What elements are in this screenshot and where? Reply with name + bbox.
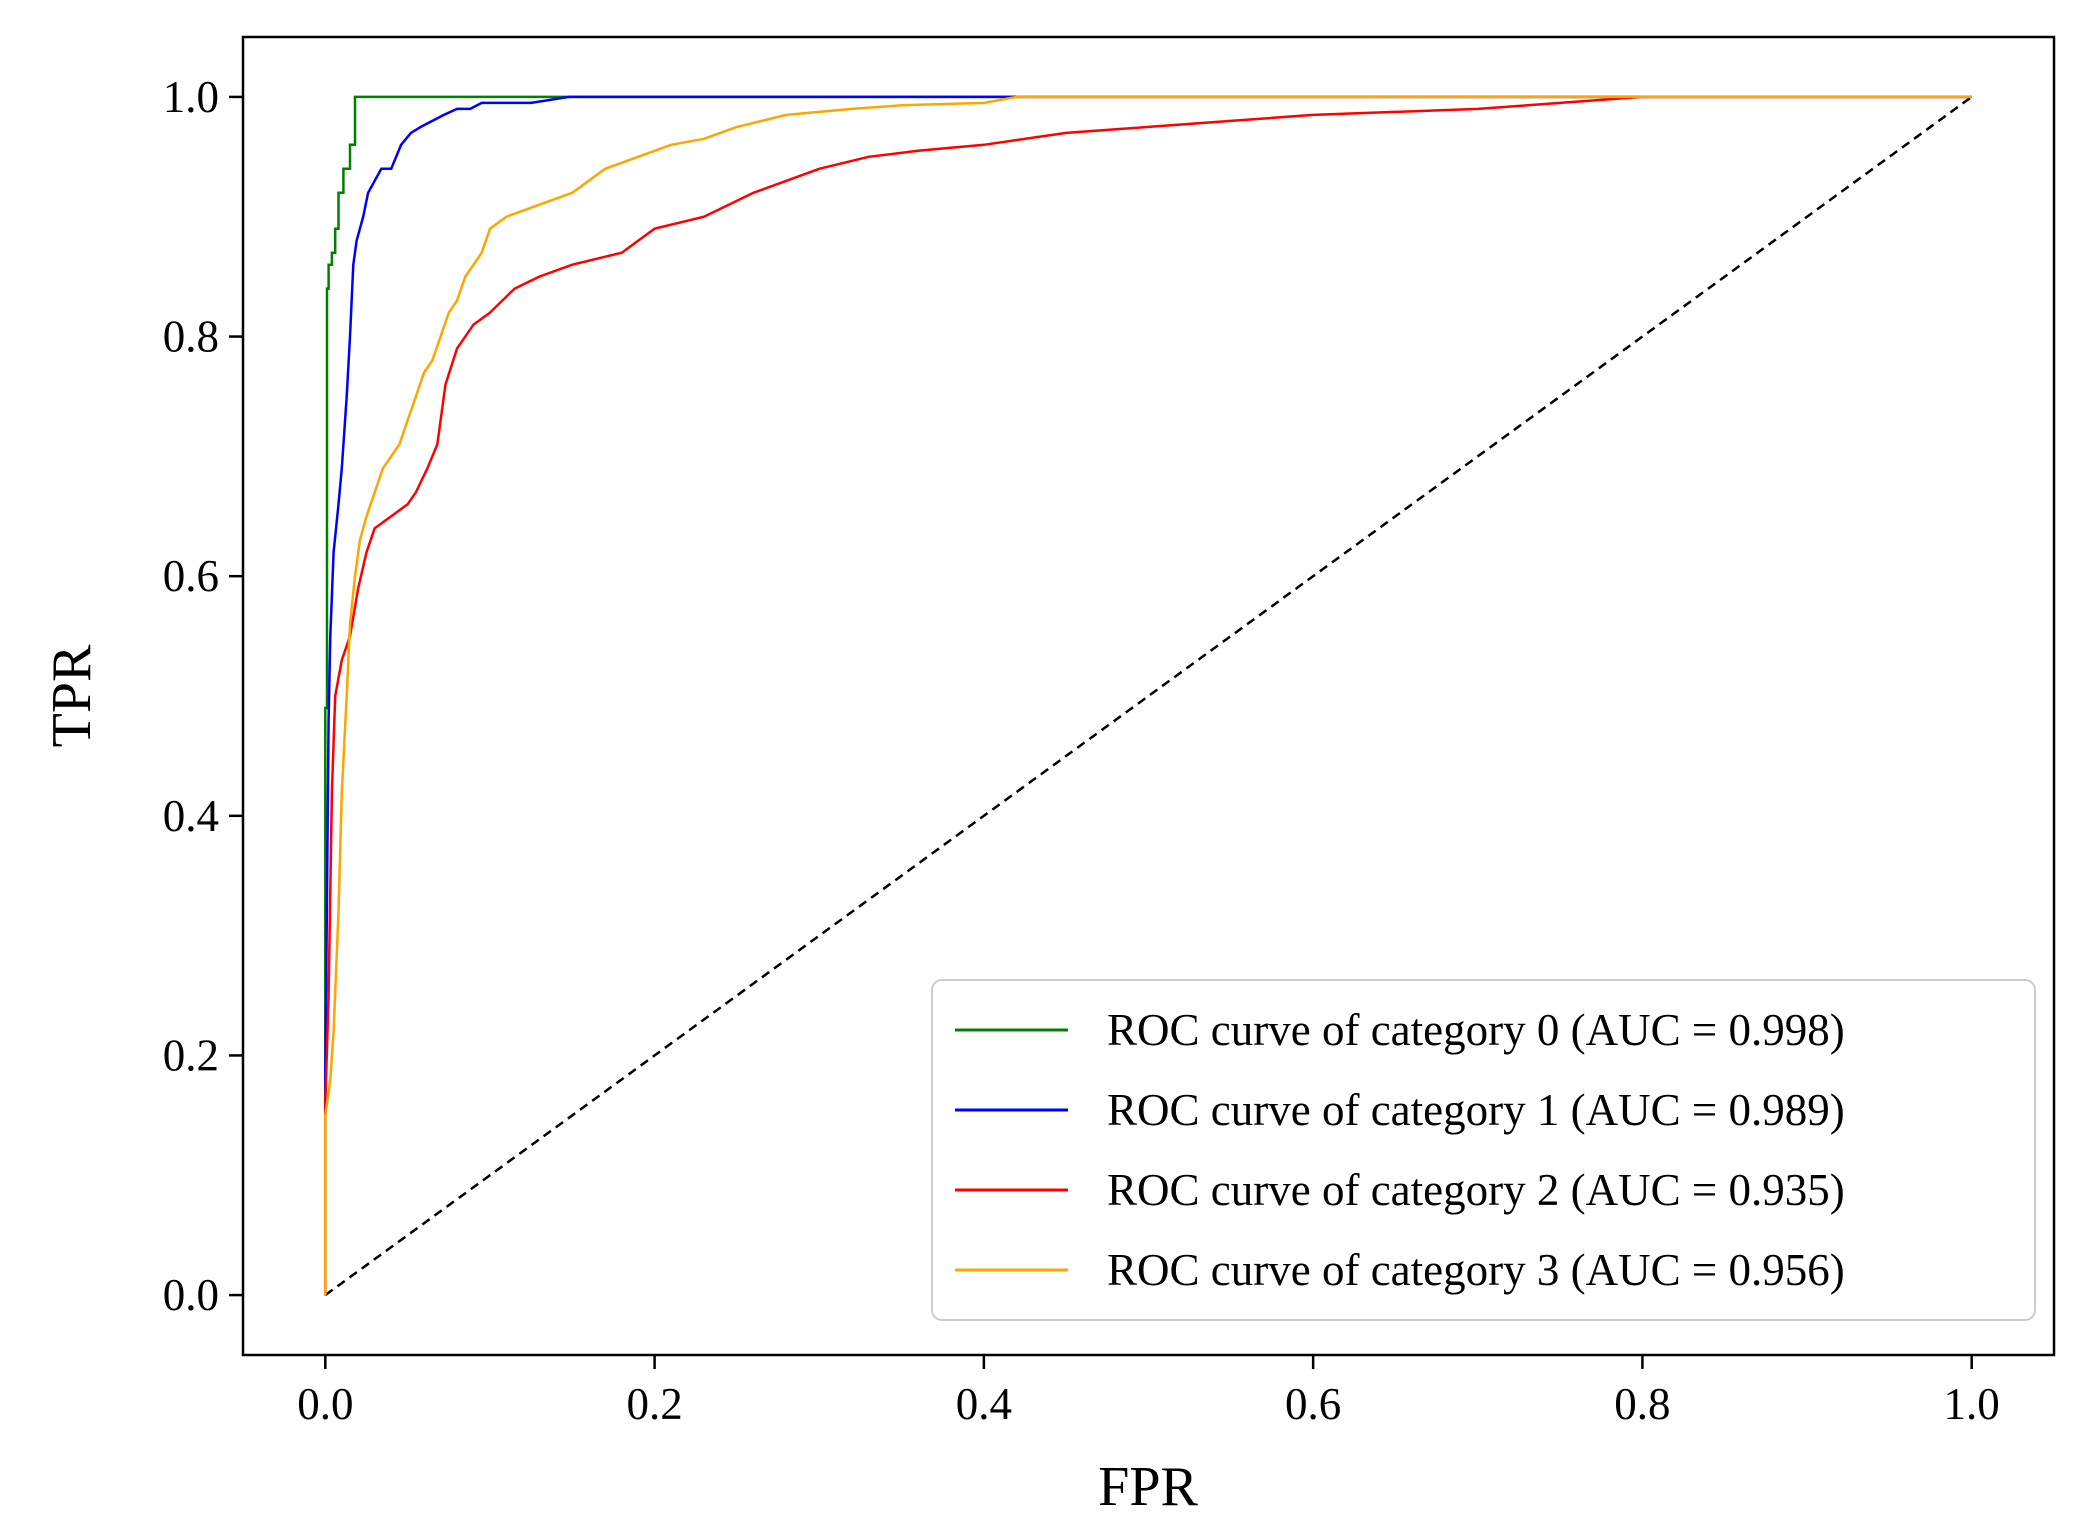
x-axis: 0.0 0.2 0.4 0.6 0.8 1.0 [297, 1355, 2000, 1429]
x-tick-label: 0.4 [956, 1379, 1012, 1429]
y-axis-title: TPR [41, 644, 103, 747]
x-tick-label: 0.6 [1285, 1379, 1341, 1429]
y-tick-label: 0.0 [163, 1270, 219, 1320]
roc-series-3 [324, 95, 1972, 1296]
legend-label-2: ROC curve of category 2 (AUC = 0.935) [1107, 1165, 1845, 1215]
y-tick-label: 0.6 [163, 551, 219, 601]
axes-frame [241, 35, 2056, 1357]
y-axis: 0.0 0.2 0.4 0.6 0.8 1.0 [163, 72, 243, 1320]
legend-label-1: ROC curve of category 1 (AUC = 0.989) [1107, 1085, 1845, 1135]
roc-series-0 [324, 95, 1972, 1296]
roc-series-1 [324, 95, 1972, 1296]
x-tick-label: 0.8 [1614, 1379, 1670, 1429]
legend-box [931, 979, 2036, 1321]
plot-area [324, 95, 1973, 1297]
y-tick-label: 1.0 [163, 72, 219, 122]
chance-diagonal-line [324, 95, 1973, 1297]
x-tick-label: 0.0 [297, 1379, 353, 1429]
y-tick-label: 0.4 [163, 791, 219, 841]
x-tick-label: 0.2 [626, 1379, 682, 1429]
y-tick-label: 0.2 [163, 1030, 219, 1080]
roc-series-2 [324, 95, 1972, 1296]
legend: ROC curve of category 0 (AUC = 0.998) ROC… [931, 979, 2036, 1321]
x-axis-title: FPR [1098, 1456, 1198, 1518]
legend-label-0: ROC curve of category 0 (AUC = 0.998) [1107, 1005, 1845, 1055]
legend-label-3: ROC curve of category 3 (AUC = 0.956) [1107, 1245, 1845, 1295]
x-tick-label: 1.0 [1944, 1379, 2000, 1429]
y-tick-label: 0.8 [163, 312, 219, 362]
